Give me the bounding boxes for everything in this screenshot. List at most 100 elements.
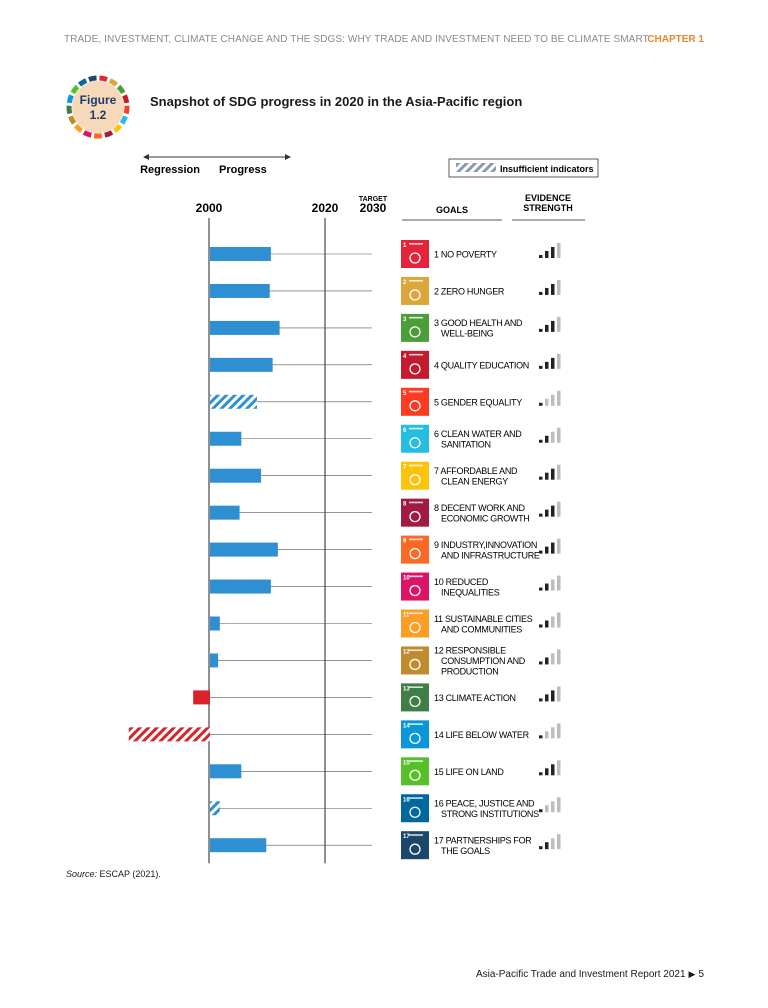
sdg-icon-glyph	[409, 769, 421, 781]
badge-ring-segment	[70, 84, 80, 95]
badge-ring-segment	[82, 130, 92, 138]
sdg-icon-glyph	[409, 584, 421, 597]
source-text: ESCAP (2021).	[99, 869, 161, 879]
goal-label: PRODUCTION	[441, 666, 499, 676]
goal-label: ECONOMIC GROWTH	[441, 513, 530, 523]
goal-label: 9 INDUSTRY,INNOVATION	[434, 540, 537, 550]
sdg-icon-glyph	[409, 695, 421, 708]
evidence-strength-bar	[557, 316, 561, 332]
badge-ring-segment	[77, 78, 88, 87]
goal-label: 5 GENDER EQUALITY	[434, 397, 522, 407]
sdg-icon-title-mark	[409, 760, 423, 762]
evidence-strength-bar	[551, 727, 555, 739]
goal-label: 17 PARTNERSHIPS FOR	[434, 835, 532, 845]
progress-bar-goal-12	[210, 653, 219, 668]
goal-label: 10 REDUCED	[434, 577, 489, 587]
progress-bar-goal-11	[210, 616, 220, 631]
goal-label: 14 LIFE BELOW WATER	[434, 730, 530, 740]
evidence-strength-bar	[557, 538, 561, 554]
sdg-icon-title-mark	[409, 316, 423, 319]
target-note: TARGET	[359, 196, 388, 203]
evidence-strength-bar	[551, 616, 555, 628]
badge-ring-segment	[122, 94, 130, 104]
evidence-strength-bar	[545, 731, 549, 739]
evidence-strength-bar	[545, 251, 549, 258]
evidence-strength-bar	[557, 723, 561, 739]
goal-row-13: 13 13 CLIMATE ACTION	[193, 683, 561, 712]
badge-ring-segment	[123, 105, 130, 115]
badge-ring-segment	[73, 123, 84, 133]
progress-bar-goal-17	[210, 838, 267, 853]
sdg-icon-number: 9	[403, 539, 407, 545]
evidence-strength-bar	[551, 542, 555, 554]
sdg-progress-chart: Regression Progress Insufficient indicator…	[128, 154, 599, 864]
sdg-icon-number: 13	[403, 686, 410, 692]
sdg-icon-number: 2	[403, 280, 407, 286]
evidence-strength-bar	[545, 435, 549, 443]
sdg-icon-title-mark	[409, 353, 423, 356]
evidence-strength-bar	[557, 353, 561, 369]
goal-label: AND INFRASTRUCTURE	[441, 550, 540, 560]
evidence-strength-bar	[551, 579, 555, 591]
evidence-header-line2: STRENGTH	[523, 203, 573, 213]
sdg-icon-title-mark	[409, 797, 423, 799]
evidence-strength-bar	[545, 620, 549, 628]
evidence-strength-bar	[545, 805, 549, 813]
progress-bar-goal-16	[210, 801, 220, 816]
evidence-strength-bar	[557, 760, 561, 776]
sdg-icon-glyph	[409, 252, 421, 264]
evidence-strength-bar	[539, 476, 543, 480]
evidence-strength-bar	[551, 431, 555, 443]
evidence-strength-bar	[551, 283, 555, 295]
sdg-icon-number: 15	[403, 760, 410, 766]
goal-label: CLEAN ENERGY	[441, 476, 508, 486]
goal-label: 7 AFFORDABLE AND	[434, 466, 518, 476]
goals-header: GOALS	[436, 205, 468, 215]
evidence-strength-bar	[545, 768, 549, 776]
evidence-strength-bar	[551, 505, 555, 517]
evidence-strength-bar	[545, 546, 549, 554]
left-arrowhead-icon	[143, 154, 149, 160]
progress-bar-goal-8	[210, 505, 240, 520]
goal-label: 16 PEACE, JUSTICE AND	[434, 799, 535, 809]
evidence-strength-bar	[557, 390, 561, 406]
badge-ring-segment	[119, 115, 128, 125]
chapter-label: CHAPTER 1	[647, 34, 704, 45]
evidence-strength-bar	[551, 320, 555, 332]
sdg-icon-title-mark	[409, 427, 423, 430]
evidence-strength-bar	[539, 513, 543, 517]
evidence-strength-bar	[551, 653, 555, 665]
evidence-strength-bar	[545, 694, 549, 702]
evidence-strength-bar	[545, 509, 549, 517]
goal-label: 3 GOOD HEALTH AND	[434, 318, 523, 328]
evidence-strength-bar	[545, 324, 549, 332]
sdg-icon-glyph	[409, 547, 421, 560]
evidence-strength-bar	[539, 587, 543, 591]
goal-label: 6 CLEAN WATER AND	[434, 429, 522, 439]
badge-ring-segment	[104, 130, 114, 138]
evidence-strength-bar	[557, 797, 561, 813]
sdg-icon-glyph	[409, 621, 421, 634]
evidence-strength-bar	[551, 394, 555, 406]
evidence-strength-bar	[539, 698, 543, 702]
badge-ring-segment	[99, 75, 108, 82]
legend-label: Insufficient indicators	[500, 164, 594, 174]
goal-row-14: 14 14 LIFE BELOW WATER	[128, 720, 561, 749]
evidence-strength-bar	[551, 690, 555, 702]
evidence-strength-bar	[557, 464, 561, 480]
sdg-icon-number: 17	[403, 834, 410, 840]
sdg-icon-number: 12	[403, 649, 410, 655]
goal-label: SANITATION	[441, 440, 491, 450]
sdg-icon-title-mark	[409, 243, 423, 245]
sdg-icon-glyph	[409, 363, 421, 375]
sdg-icon-number: 10	[403, 576, 410, 582]
goal-row-15: 15 15 LIFE ON LAND	[210, 757, 561, 786]
triangle-icon: ▶	[688, 969, 696, 979]
goal-label: THE GOALS	[441, 846, 490, 856]
sdg-icon-number: 4	[403, 354, 407, 360]
